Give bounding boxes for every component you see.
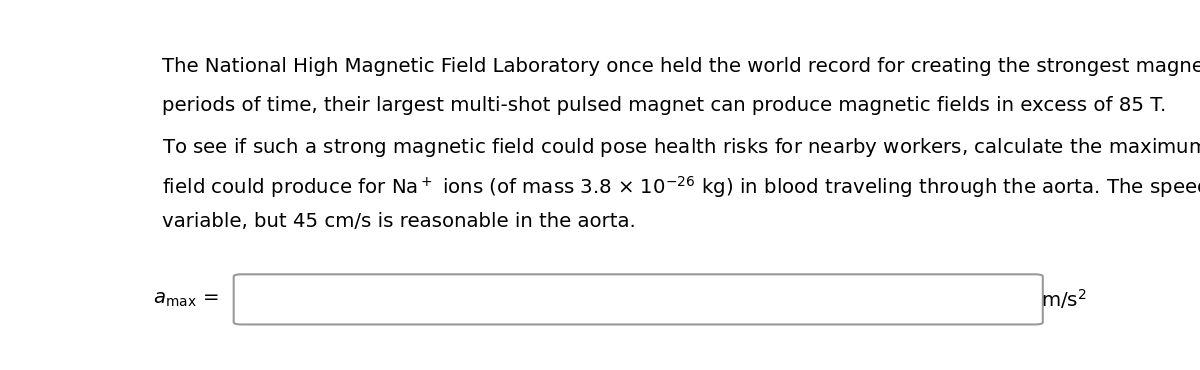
FancyBboxPatch shape	[234, 274, 1043, 324]
Text: To see if such a strong magnetic field could pose health risks for nearby worker: To see if such a strong magnetic field c…	[162, 135, 1200, 159]
Text: The National High Magnetic Field Laboratory once held the world record for creat: The National High Magnetic Field Laborat…	[162, 57, 1200, 76]
Text: $a_{\mathrm{max}}$ =: $a_{\mathrm{max}}$ =	[152, 290, 218, 309]
Text: variable, but 45 cm/s is reasonable in the aorta.: variable, but 45 cm/s is reasonable in t…	[162, 212, 636, 232]
Text: field could produce for Na$^+$ ions (of mass 3.8 $\times$ 10$^{-26}$ kg) in bloo: field could produce for Na$^+$ ions (of …	[162, 174, 1200, 200]
Text: periods of time, their largest multi-shot pulsed magnet can produce magnetic fie: periods of time, their largest multi-sho…	[162, 96, 1166, 115]
Text: m/s$^2$: m/s$^2$	[1040, 287, 1087, 311]
